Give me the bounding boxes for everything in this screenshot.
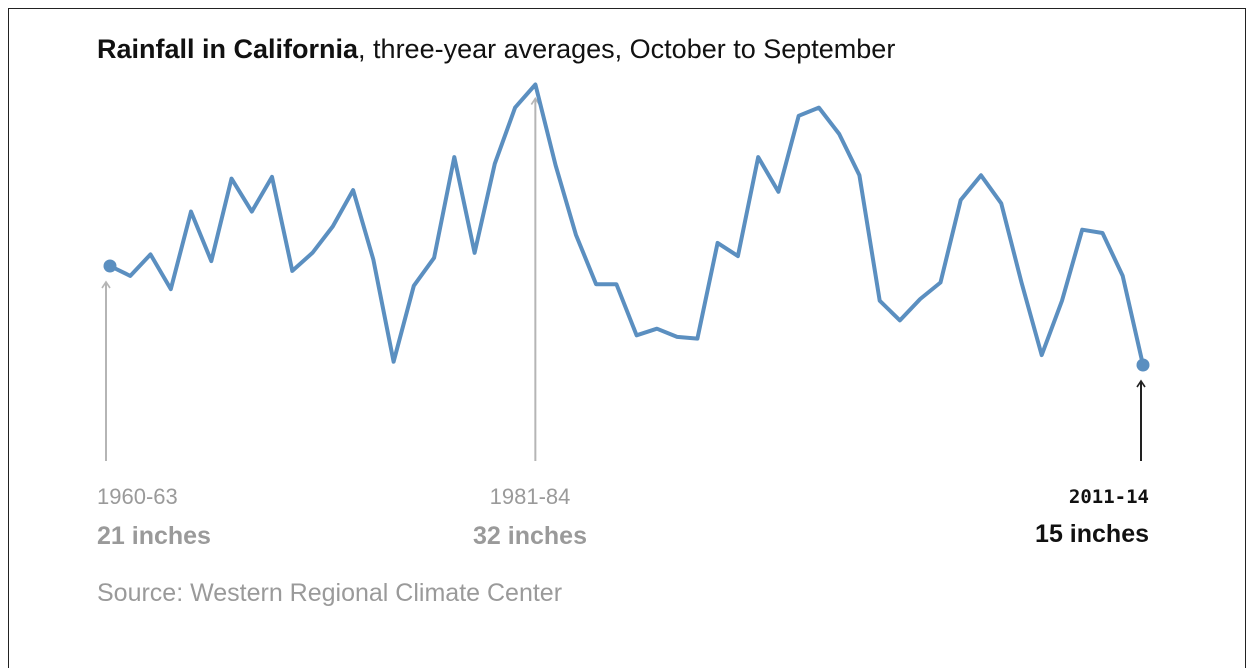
annotation-start-amount: 21 inches	[97, 522, 211, 550]
rainfall-series-line	[108, 82, 1145, 367]
source-note: Source: Western Regional Climate Center	[97, 579, 563, 607]
data-point-start	[103, 259, 117, 273]
chart-title-rest: , three-year averages, October to Septem…	[358, 34, 896, 64]
annotation-start: 1960-63 21 inches	[97, 484, 211, 551]
annotation-start-period: 1960-63	[97, 484, 178, 509]
annotation-peak: 1981-84 32 inches	[461, 484, 599, 551]
annotation-end: 2011-14 15 inches	[1035, 486, 1149, 549]
chart-title: Rainfall in California, three-year avera…	[97, 34, 895, 65]
annotation-peak-period: 1981-84	[489, 484, 571, 509]
annotation-end-amount: 15 inches	[1035, 520, 1149, 548]
chart-title-bold: Rainfall in California	[97, 34, 359, 64]
annotation-end-period: 2011-14	[1068, 486, 1149, 508]
pointer-arrowhead-end	[1136, 379, 1146, 388]
pointer-arrowhead-start	[101, 280, 111, 289]
data-point-end	[1136, 358, 1150, 372]
annotation-peak-amount: 32 inches	[473, 522, 587, 550]
chart-frame	[8, 8, 1246, 668]
line-chart	[101, 82, 1150, 461]
